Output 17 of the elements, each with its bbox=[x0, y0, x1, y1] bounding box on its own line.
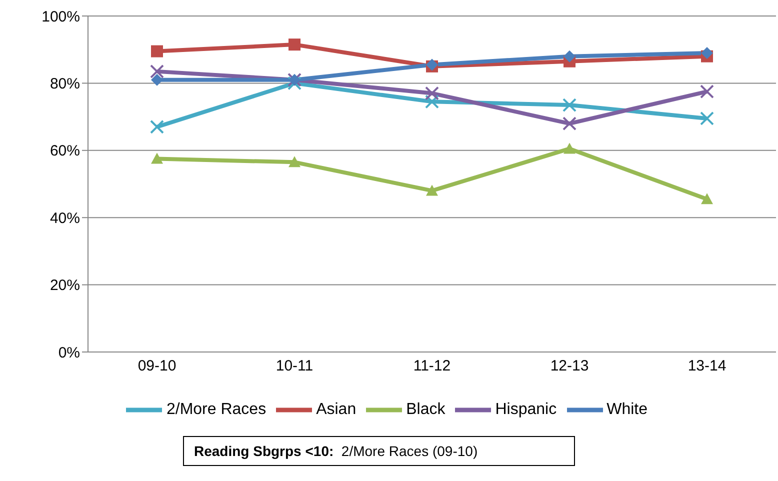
y-tick-label: 60% bbox=[50, 142, 80, 160]
text: Reading Sbgrps <10: 2/More Races (09-10) bbox=[183, 436, 575, 466]
x-tick-label: 11-12 bbox=[413, 358, 451, 375]
x-tick-label: 13-14 bbox=[688, 358, 726, 375]
y-tick-label: 100% bbox=[42, 8, 80, 26]
x-tick-label: 10-11 bbox=[276, 358, 314, 375]
legend-label: Black bbox=[406, 401, 446, 418]
y-tick-label: 0% bbox=[58, 344, 80, 362]
legend-label: Asian bbox=[316, 401, 356, 418]
legend-label: White bbox=[606, 401, 648, 418]
y-tick-label: 20% bbox=[50, 277, 80, 294]
y-tick-label: 80% bbox=[50, 76, 80, 93]
legend-label: Hispanic bbox=[495, 401, 557, 418]
legend-label: 2/More Races bbox=[166, 401, 266, 418]
x-tick-label: 12-13 bbox=[550, 358, 589, 375]
y-tick-label: 40% bbox=[50, 210, 80, 227]
x-tick-label: 09-10 bbox=[138, 358, 176, 375]
